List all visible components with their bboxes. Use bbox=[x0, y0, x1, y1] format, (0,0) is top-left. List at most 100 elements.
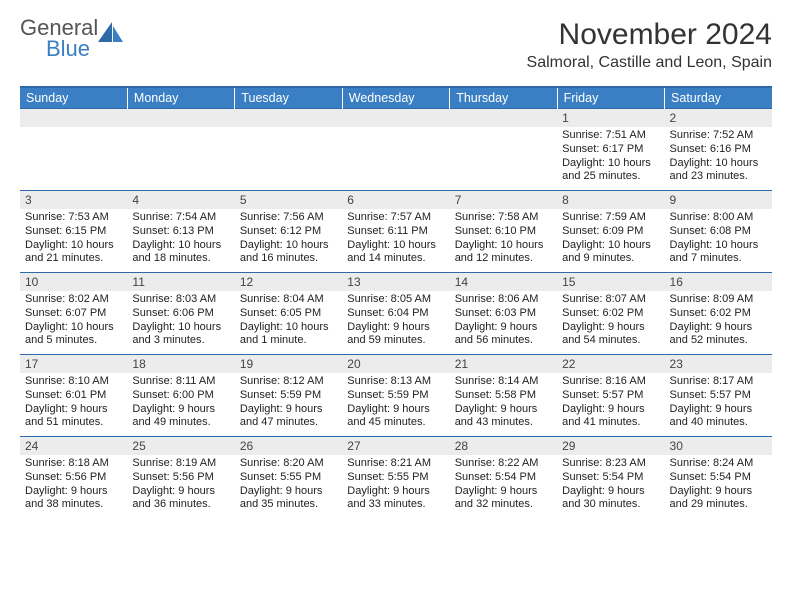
weekday-header: Thursday bbox=[450, 88, 557, 109]
sunset-text: Sunset: 6:06 PM bbox=[132, 307, 229, 321]
day-body: Sunrise: 8:19 AMSunset: 5:56 PMDaylight:… bbox=[127, 455, 234, 518]
day-number: 12 bbox=[235, 273, 342, 291]
day-number: 27 bbox=[342, 437, 449, 455]
day-number bbox=[342, 109, 449, 127]
sunset-text: Sunset: 5:57 PM bbox=[562, 389, 659, 403]
daylight-text: Daylight: 9 hours and 36 minutes. bbox=[132, 485, 229, 513]
daylight-text: Daylight: 9 hours and 41 minutes. bbox=[562, 403, 659, 431]
calendar-day-cell: 8Sunrise: 7:59 AMSunset: 6:09 PMDaylight… bbox=[557, 191, 664, 273]
day-body bbox=[342, 127, 449, 189]
sunrise-text: Sunrise: 8:02 AM bbox=[25, 293, 122, 307]
day-body: Sunrise: 8:05 AMSunset: 6:04 PMDaylight:… bbox=[342, 291, 449, 354]
weekday-header: Sunday bbox=[20, 88, 127, 109]
sunrise-text: Sunrise: 8:00 AM bbox=[670, 211, 767, 225]
day-number: 29 bbox=[557, 437, 664, 455]
daylight-text: Daylight: 9 hours and 56 minutes. bbox=[455, 321, 552, 349]
sunrise-text: Sunrise: 7:54 AM bbox=[132, 211, 229, 225]
daylight-text: Daylight: 9 hours and 54 minutes. bbox=[562, 321, 659, 349]
daylight-text: Daylight: 10 hours and 25 minutes. bbox=[562, 157, 659, 185]
daylight-text: Daylight: 10 hours and 23 minutes. bbox=[670, 157, 767, 185]
calendar-day-cell: 25Sunrise: 8:19 AMSunset: 5:56 PMDayligh… bbox=[127, 437, 234, 519]
calendar-day-cell bbox=[450, 109, 557, 191]
daylight-text: Daylight: 9 hours and 40 minutes. bbox=[670, 403, 767, 431]
calendar-day-cell bbox=[235, 109, 342, 191]
day-number bbox=[450, 109, 557, 127]
calendar-week-row: 10Sunrise: 8:02 AMSunset: 6:07 PMDayligh… bbox=[20, 273, 772, 355]
sunrise-text: Sunrise: 8:11 AM bbox=[132, 375, 229, 389]
sunrise-text: Sunrise: 8:21 AM bbox=[347, 457, 444, 471]
day-body bbox=[235, 127, 342, 189]
sunrise-text: Sunrise: 8:18 AM bbox=[25, 457, 122, 471]
calendar-week-row: 3Sunrise: 7:53 AMSunset: 6:15 PMDaylight… bbox=[20, 191, 772, 273]
day-body: Sunrise: 8:11 AMSunset: 6:00 PMDaylight:… bbox=[127, 373, 234, 436]
day-number: 28 bbox=[450, 437, 557, 455]
calendar-day-cell bbox=[342, 109, 449, 191]
sunrise-text: Sunrise: 7:53 AM bbox=[25, 211, 122, 225]
sunrise-text: Sunrise: 8:07 AM bbox=[562, 293, 659, 307]
sunset-text: Sunset: 6:05 PM bbox=[240, 307, 337, 321]
calendar-day-cell: 2 Sunrise: 7:52 AMSunset: 6:16 PMDaylight… bbox=[665, 109, 772, 191]
day-number: 19 bbox=[235, 355, 342, 373]
daylight-text: Daylight: 10 hours and 14 minutes. bbox=[347, 239, 444, 267]
daylight-text: Daylight: 9 hours and 32 minutes. bbox=[455, 485, 552, 513]
day-body: Sunrise: 8:20 AMSunset: 5:55 PMDaylight:… bbox=[235, 455, 342, 518]
calendar-day-cell: 21Sunrise: 8:14 AMSunset: 5:58 PMDayligh… bbox=[450, 355, 557, 437]
sunset-text: Sunset: 5:54 PM bbox=[455, 471, 552, 485]
calendar-day-cell: 10Sunrise: 8:02 AMSunset: 6:07 PMDayligh… bbox=[20, 273, 127, 355]
calendar-day-cell: 3Sunrise: 7:53 AMSunset: 6:15 PMDaylight… bbox=[20, 191, 127, 273]
calendar-day-cell: 19Sunrise: 8:12 AMSunset: 5:59 PMDayligh… bbox=[235, 355, 342, 437]
day-body: Sunrise: 8:02 AMSunset: 6:07 PMDaylight:… bbox=[20, 291, 127, 354]
day-body: Sunrise: 8:09 AMSunset: 6:02 PMDaylight:… bbox=[665, 291, 772, 354]
sunrise-text: Sunrise: 7:52 AM bbox=[670, 129, 767, 143]
sunset-text: Sunset: 6:07 PM bbox=[25, 307, 122, 321]
day-number: 7 bbox=[450, 191, 557, 209]
sunset-text: Sunset: 5:55 PM bbox=[347, 471, 444, 485]
daylight-text: Daylight: 10 hours and 16 minutes. bbox=[240, 239, 337, 267]
month-title: November 2024 bbox=[527, 18, 772, 52]
day-body: Sunrise: 8:16 AMSunset: 5:57 PMDaylight:… bbox=[557, 373, 664, 436]
daylight-text: Daylight: 10 hours and 18 minutes. bbox=[132, 239, 229, 267]
day-body bbox=[127, 127, 234, 189]
day-number: 15 bbox=[557, 273, 664, 291]
daylight-text: Daylight: 10 hours and 21 minutes. bbox=[25, 239, 122, 267]
daylight-text: Daylight: 9 hours and 45 minutes. bbox=[347, 403, 444, 431]
day-body: Sunrise: 8:00 AMSunset: 6:08 PMDaylight:… bbox=[665, 209, 772, 272]
day-number: 2 bbox=[665, 109, 772, 127]
day-body: Sunrise: 8:03 AMSunset: 6:06 PMDaylight:… bbox=[127, 291, 234, 354]
sunset-text: Sunset: 6:01 PM bbox=[25, 389, 122, 403]
day-number: 8 bbox=[557, 191, 664, 209]
day-body: Sunrise: 8:23 AMSunset: 5:54 PMDaylight:… bbox=[557, 455, 664, 518]
sunset-text: Sunset: 5:56 PM bbox=[132, 471, 229, 485]
day-body: Sunrise: 7:54 AMSunset: 6:13 PMDaylight:… bbox=[127, 209, 234, 272]
location-subtitle: Salmoral, Castille and Leon, Spain bbox=[527, 54, 772, 72]
sunrise-text: Sunrise: 8:06 AM bbox=[455, 293, 552, 307]
calendar-day-cell: 30Sunrise: 8:24 AMSunset: 5:54 PMDayligh… bbox=[665, 437, 772, 519]
day-number: 16 bbox=[665, 273, 772, 291]
sunset-text: Sunset: 6:00 PM bbox=[132, 389, 229, 403]
sunrise-text: Sunrise: 8:19 AM bbox=[132, 457, 229, 471]
day-number: 23 bbox=[665, 355, 772, 373]
day-body: Sunrise: 7:57 AMSunset: 6:11 PMDaylight:… bbox=[342, 209, 449, 272]
day-number: 30 bbox=[665, 437, 772, 455]
day-body bbox=[450, 127, 557, 189]
sunrise-text: Sunrise: 8:09 AM bbox=[670, 293, 767, 307]
daylight-text: Daylight: 10 hours and 3 minutes. bbox=[132, 321, 229, 349]
calendar-day-cell: 12Sunrise: 8:04 AMSunset: 6:05 PMDayligh… bbox=[235, 273, 342, 355]
logo: General Blue bbox=[20, 18, 124, 60]
calendar-day-cell: 20Sunrise: 8:13 AMSunset: 5:59 PMDayligh… bbox=[342, 355, 449, 437]
daylight-text: Daylight: 9 hours and 33 minutes. bbox=[347, 485, 444, 513]
calendar-day-cell: 29Sunrise: 8:23 AMSunset: 5:54 PMDayligh… bbox=[557, 437, 664, 519]
sunset-text: Sunset: 6:16 PM bbox=[670, 143, 767, 157]
sunset-text: Sunset: 5:56 PM bbox=[25, 471, 122, 485]
logo-sail-icon bbox=[98, 22, 124, 49]
day-number: 5 bbox=[235, 191, 342, 209]
sunset-text: Sunset: 5:59 PM bbox=[240, 389, 337, 403]
day-body: Sunrise: 8:06 AMSunset: 6:03 PMDaylight:… bbox=[450, 291, 557, 354]
calendar-day-cell: 27 Sunrise: 8:21 AMSunset: 5:55 PMDayligh… bbox=[342, 437, 449, 519]
sunrise-text: Sunrise: 8:03 AM bbox=[132, 293, 229, 307]
day-body: Sunrise: 8:13 AMSunset: 5:59 PMDaylight:… bbox=[342, 373, 449, 436]
weekday-header: Tuesday bbox=[235, 88, 342, 109]
day-body: Sunrise: 8:12 AMSunset: 5:59 PMDaylight:… bbox=[235, 373, 342, 436]
day-number bbox=[235, 109, 342, 127]
calendar-day-cell: 1Sunrise: 7:51 AMSunset: 6:17 PMDaylight… bbox=[557, 109, 664, 191]
